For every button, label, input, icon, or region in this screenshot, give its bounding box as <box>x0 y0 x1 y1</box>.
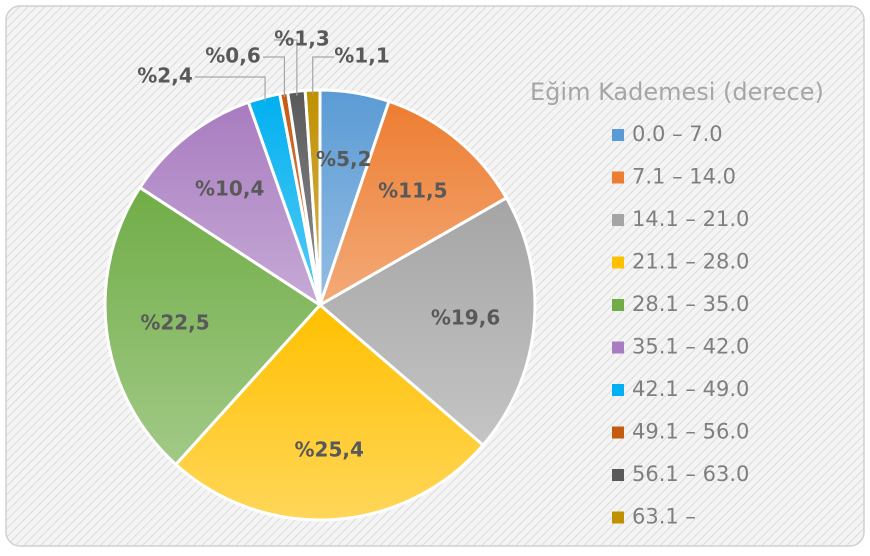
legend-swatch <box>612 256 624 269</box>
legend-label: 28.1 – 35.0 <box>632 292 749 316</box>
legend-label: 0.0 – 7.0 <box>632 122 723 146</box>
data-label: %22,5 <box>140 310 209 334</box>
legend-label: 42.1 – 49.0 <box>632 377 749 401</box>
legend-swatch <box>612 171 624 184</box>
data-label: %25,4 <box>294 437 363 461</box>
data-label: %11,5 <box>378 179 447 203</box>
legend-label: 35.1 – 42.0 <box>632 335 749 359</box>
slice-shine <box>320 197 535 446</box>
leader-line <box>263 56 286 98</box>
leader-line <box>195 76 266 102</box>
data-label: %0,6 <box>205 44 260 68</box>
legend-swatch <box>612 384 624 396</box>
data-label: %1,1 <box>334 44 389 68</box>
legend-title: Eğim Kademesi (derece) <box>530 78 824 106</box>
legend-label: 14.1 – 21.0 <box>632 207 749 231</box>
legend-label: 21.1 – 28.0 <box>632 250 749 274</box>
slice-shine <box>320 101 507 305</box>
legend-label: 56.1 – 63.0 <box>632 462 749 486</box>
legend-swatch <box>612 469 624 481</box>
data-label: %10,4 <box>195 177 264 201</box>
slice-shine <box>139 102 320 305</box>
slice-shine <box>279 92 320 305</box>
leader-line <box>312 56 334 95</box>
slice-shine <box>104 187 320 465</box>
data-label: %5,2 <box>316 147 371 171</box>
legend-swatch <box>612 214 624 226</box>
data-label: %19,6 <box>431 305 500 329</box>
legend-swatch <box>612 129 624 141</box>
slice-shine <box>175 305 484 520</box>
slice-shine <box>248 93 320 305</box>
leader-line <box>274 39 298 96</box>
legend-swatch <box>612 426 624 439</box>
slice-shine <box>305 90 320 305</box>
legend-label: 63.1 – <box>632 505 696 529</box>
data-label: %2,4 <box>137 64 192 88</box>
legend-swatch <box>612 341 624 354</box>
slice-shine <box>287 90 320 306</box>
legend-swatch <box>612 511 624 524</box>
legend-label: 7.1 – 14.0 <box>632 165 736 189</box>
legend-label: 49.1 – 56.0 <box>632 420 749 444</box>
legend-swatch <box>612 299 624 311</box>
data-label: %1,3 <box>274 27 329 51</box>
